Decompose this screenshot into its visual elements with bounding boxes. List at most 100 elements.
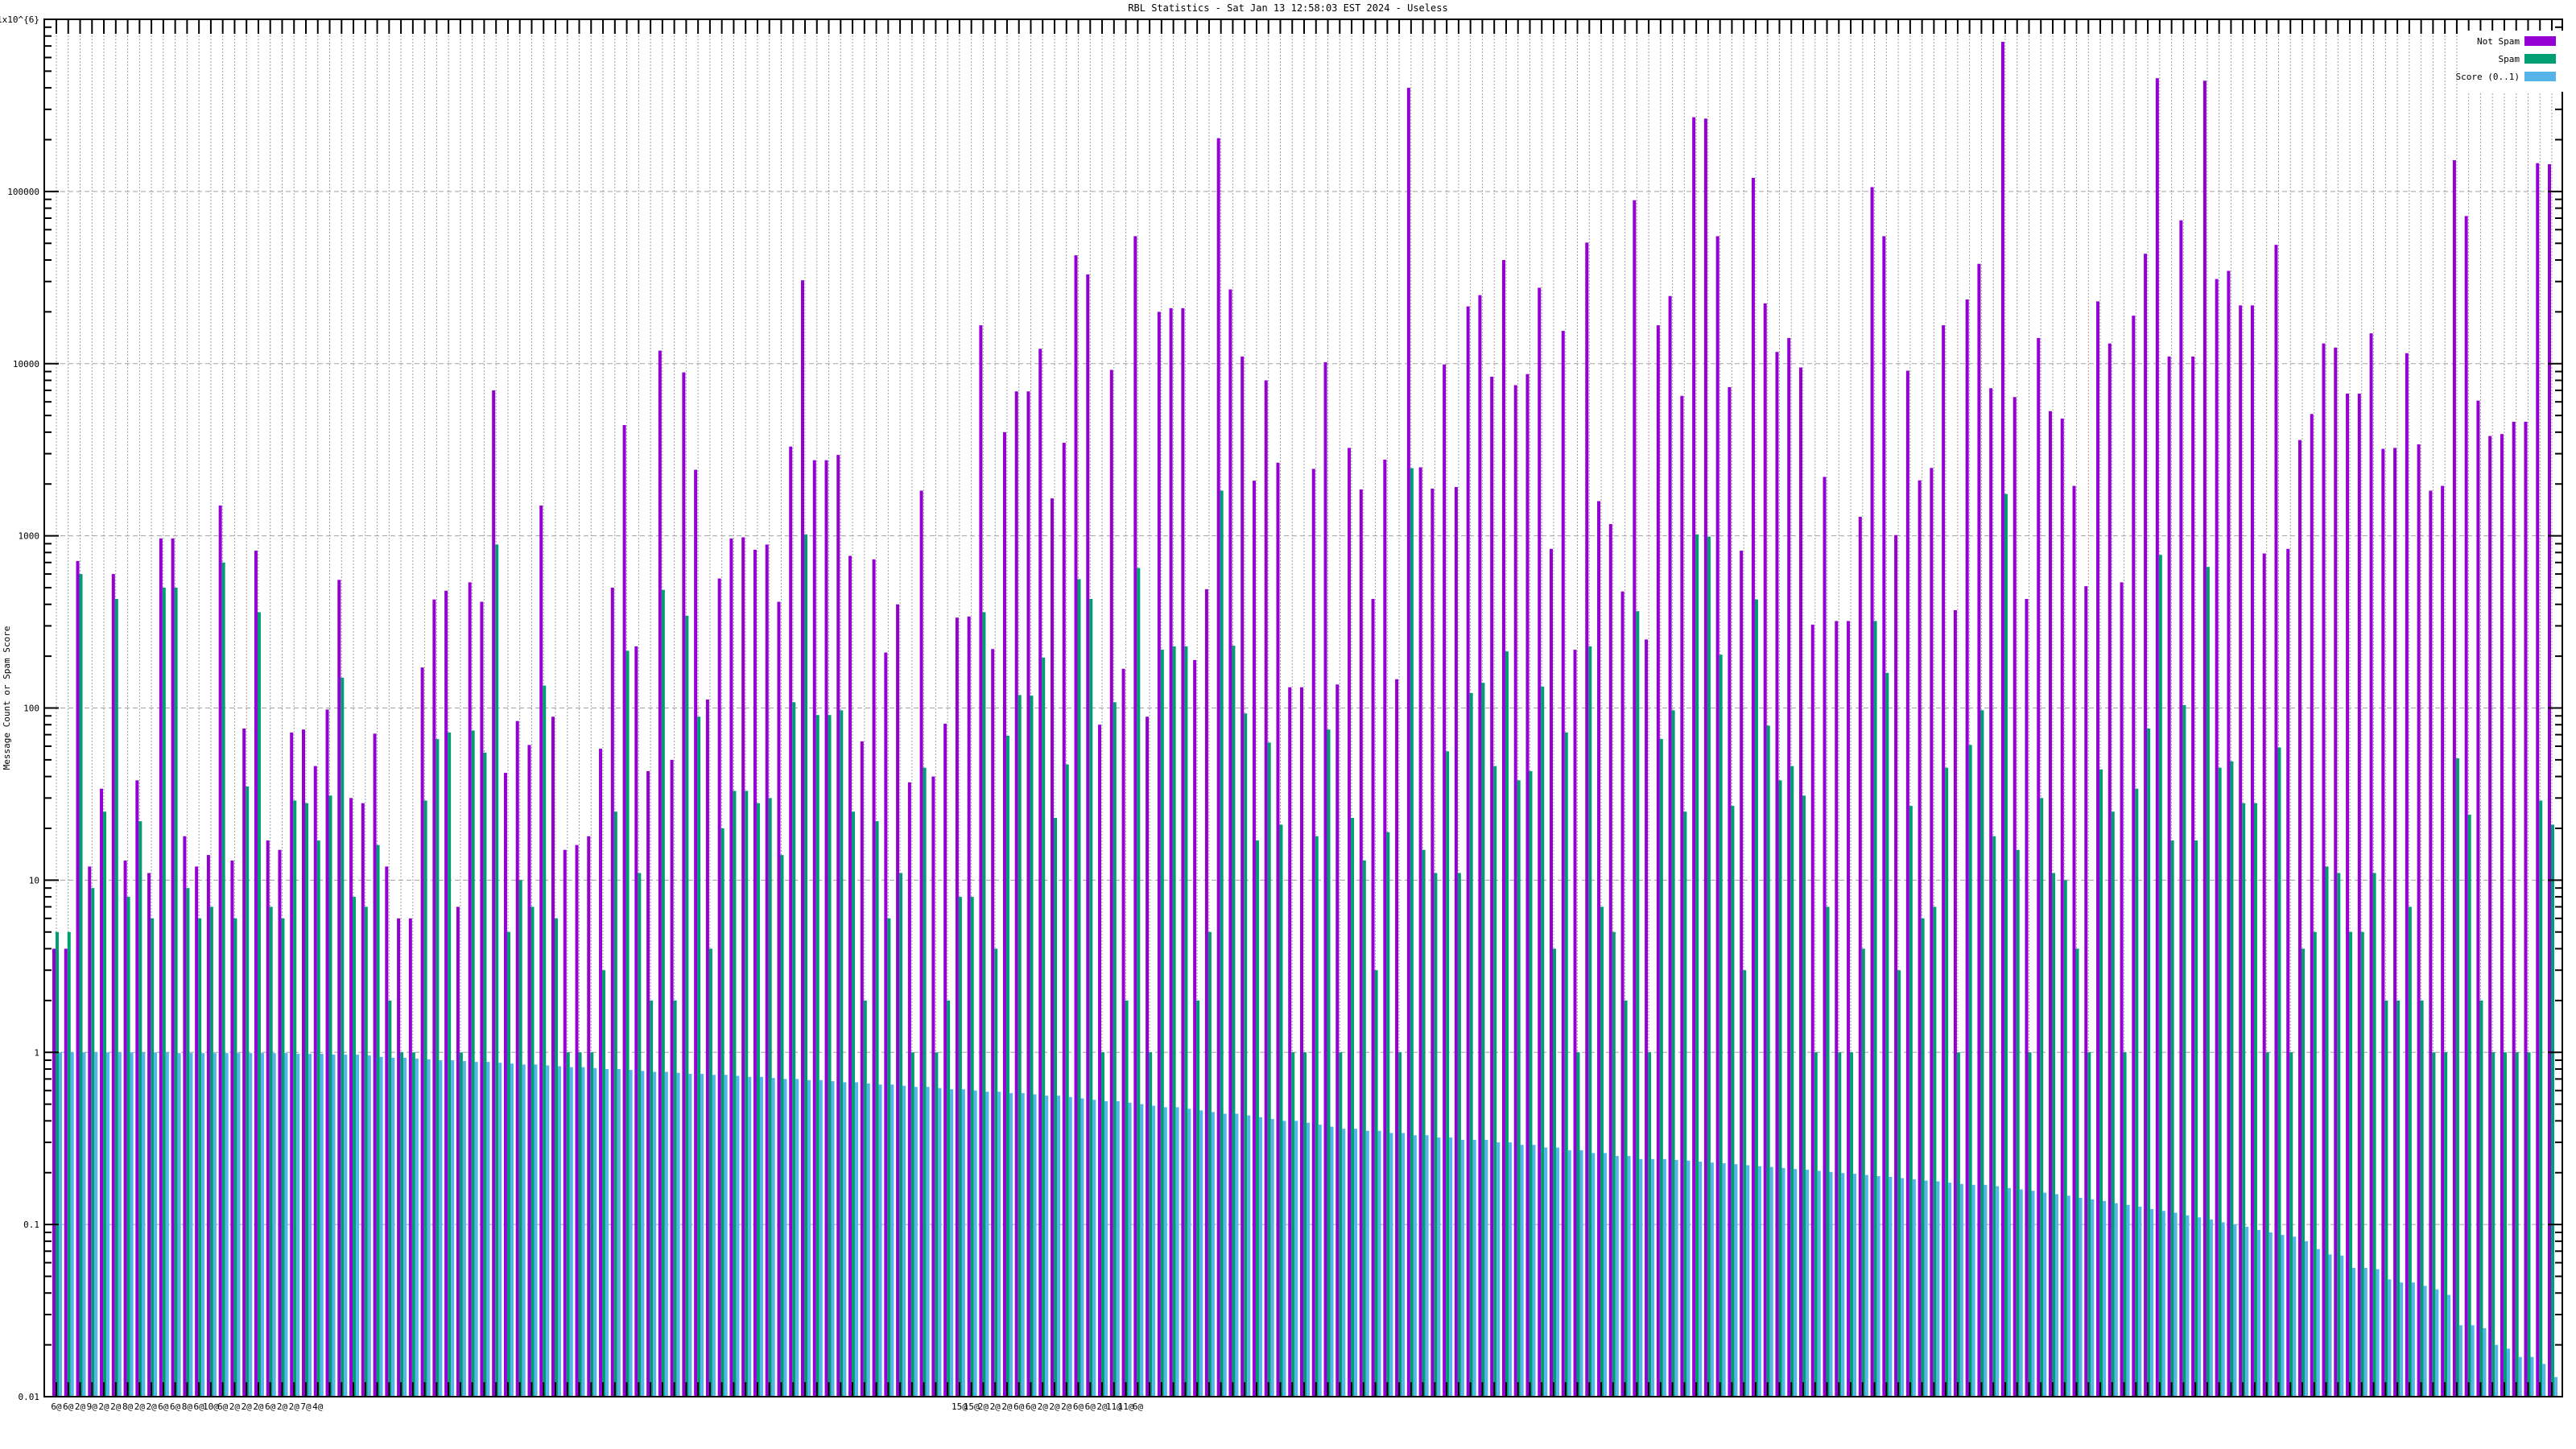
spam-bar [1315,836,1319,1397]
spam-bar [1897,970,1901,1397]
spam-bar [114,599,118,1397]
score-bar [902,1085,906,1397]
not-spam-bar [302,729,305,1397]
spam-bar [2218,767,2222,1397]
spam-bar [1731,806,1735,1397]
spam-bar [1778,780,1782,1397]
legend-swatch-spam [2524,54,2556,64]
score-bar [1639,1158,1643,1397]
spam-bar [138,821,142,1397]
spam-bar [1255,840,1259,1397]
score-bar [2079,1197,2083,1397]
score-bar [890,1084,894,1397]
not-spam-bar [884,652,888,1397]
spam-bar [697,716,701,1397]
spam-bar [650,1000,654,1397]
not-spam-bar [2346,393,2350,1397]
not-spam-bar [52,948,56,1397]
spam-bar [1469,693,1473,1397]
spam-bar [2040,798,2044,1397]
spam-bar [1612,931,1616,1397]
not-spam-bar [1633,200,1637,1397]
score-bar [605,1068,609,1397]
score-bar [938,1088,942,1397]
spam-bar [1220,490,1224,1397]
not-spam-bar [1501,259,1505,1397]
x-tick-label: 10@ [203,1402,219,1412]
score-bar [558,1066,561,1397]
not-spam-bar [1323,361,1327,1397]
not-spam-bar [1680,395,1684,1397]
spam-bar [590,1052,594,1397]
score-bar [2138,1206,2142,1397]
not-spam-bar [290,733,294,1397]
score-bar [593,1067,597,1397]
y-tick-label: 10 [29,875,39,886]
not-spam-bar [1538,287,1542,1397]
score-bar [522,1064,526,1397]
score-bar [629,1070,633,1397]
spam-bar [2503,1052,2507,1397]
not-spam-bar [468,582,472,1397]
not-spam-bar [1133,236,1137,1397]
score-bar [379,1056,383,1397]
not-spam-bar [1823,477,1827,1397]
not-spam-bar [123,861,127,1397]
score-bar [1449,1137,1453,1397]
not-spam-bar [2084,586,2088,1397]
score-bar [130,1052,134,1397]
spam-bar [1766,725,1770,1397]
score-bar [1544,1147,1548,1397]
not-spam-bar [1490,376,1494,1397]
not-spam-bar [1418,467,1422,1397]
spam-bar [1790,766,1794,1397]
spam-bar [1600,906,1604,1397]
spam-bar [828,715,832,1397]
x-tick-label: 2@ [242,1402,253,1412]
spam-bar [2491,1052,2496,1397]
score-bar [1781,1167,1785,1397]
score-bar [344,1055,348,1397]
not-spam-bar [1740,551,1744,1397]
not-spam-bar [1597,501,1601,1397]
x-tick-label: 2@ [146,1402,157,1412]
score-bar [1794,1169,1798,1397]
score-bar [308,1054,312,1397]
score-bar [1971,1184,1975,1397]
spam-bar [518,880,522,1397]
x-tick-label: 11@ [1118,1402,1134,1412]
score-bar [189,1053,193,1397]
score-bar [1033,1094,1037,1397]
spam-bar [1505,651,1509,1397]
not-spam-bar [694,469,698,1397]
not-spam-bar [1692,117,1696,1397]
not-spam-bar [1300,687,1303,1397]
not-spam-bar [907,782,911,1397]
score-bar [1936,1181,1940,1397]
spam-bar [2301,948,2305,1397]
not-spam-bar [2144,254,2148,1397]
not-spam-bar [313,766,317,1397]
spam-bar [1838,1052,1842,1397]
bars [52,41,2557,1397]
spam-bar [852,811,856,1397]
spam-bar [1267,742,1271,1397]
score-bar [1223,1113,1227,1397]
spam-bar [1754,599,1758,1397]
score-bar [165,1052,169,1397]
score-bar [581,1067,585,1397]
x-tick-label: 7@ [300,1402,312,1412]
spam-bar [1909,806,1913,1397]
score-bar [1567,1150,1571,1397]
spam-bar [1992,836,1996,1397]
score-bar [1912,1179,1916,1397]
spam-bar [174,588,178,1397]
score-bar [1009,1092,1013,1397]
spam-bar [257,612,261,1397]
not-spam-bar [1062,443,1066,1397]
spam-bar [1351,818,1355,1397]
chart-title: RBL Statistics - Sat Jan 13 12:58:03 EST… [1128,2,1447,14]
score-bar [1128,1102,1132,1397]
spam-bar [1719,654,1723,1397]
not-spam-bar [575,844,579,1397]
